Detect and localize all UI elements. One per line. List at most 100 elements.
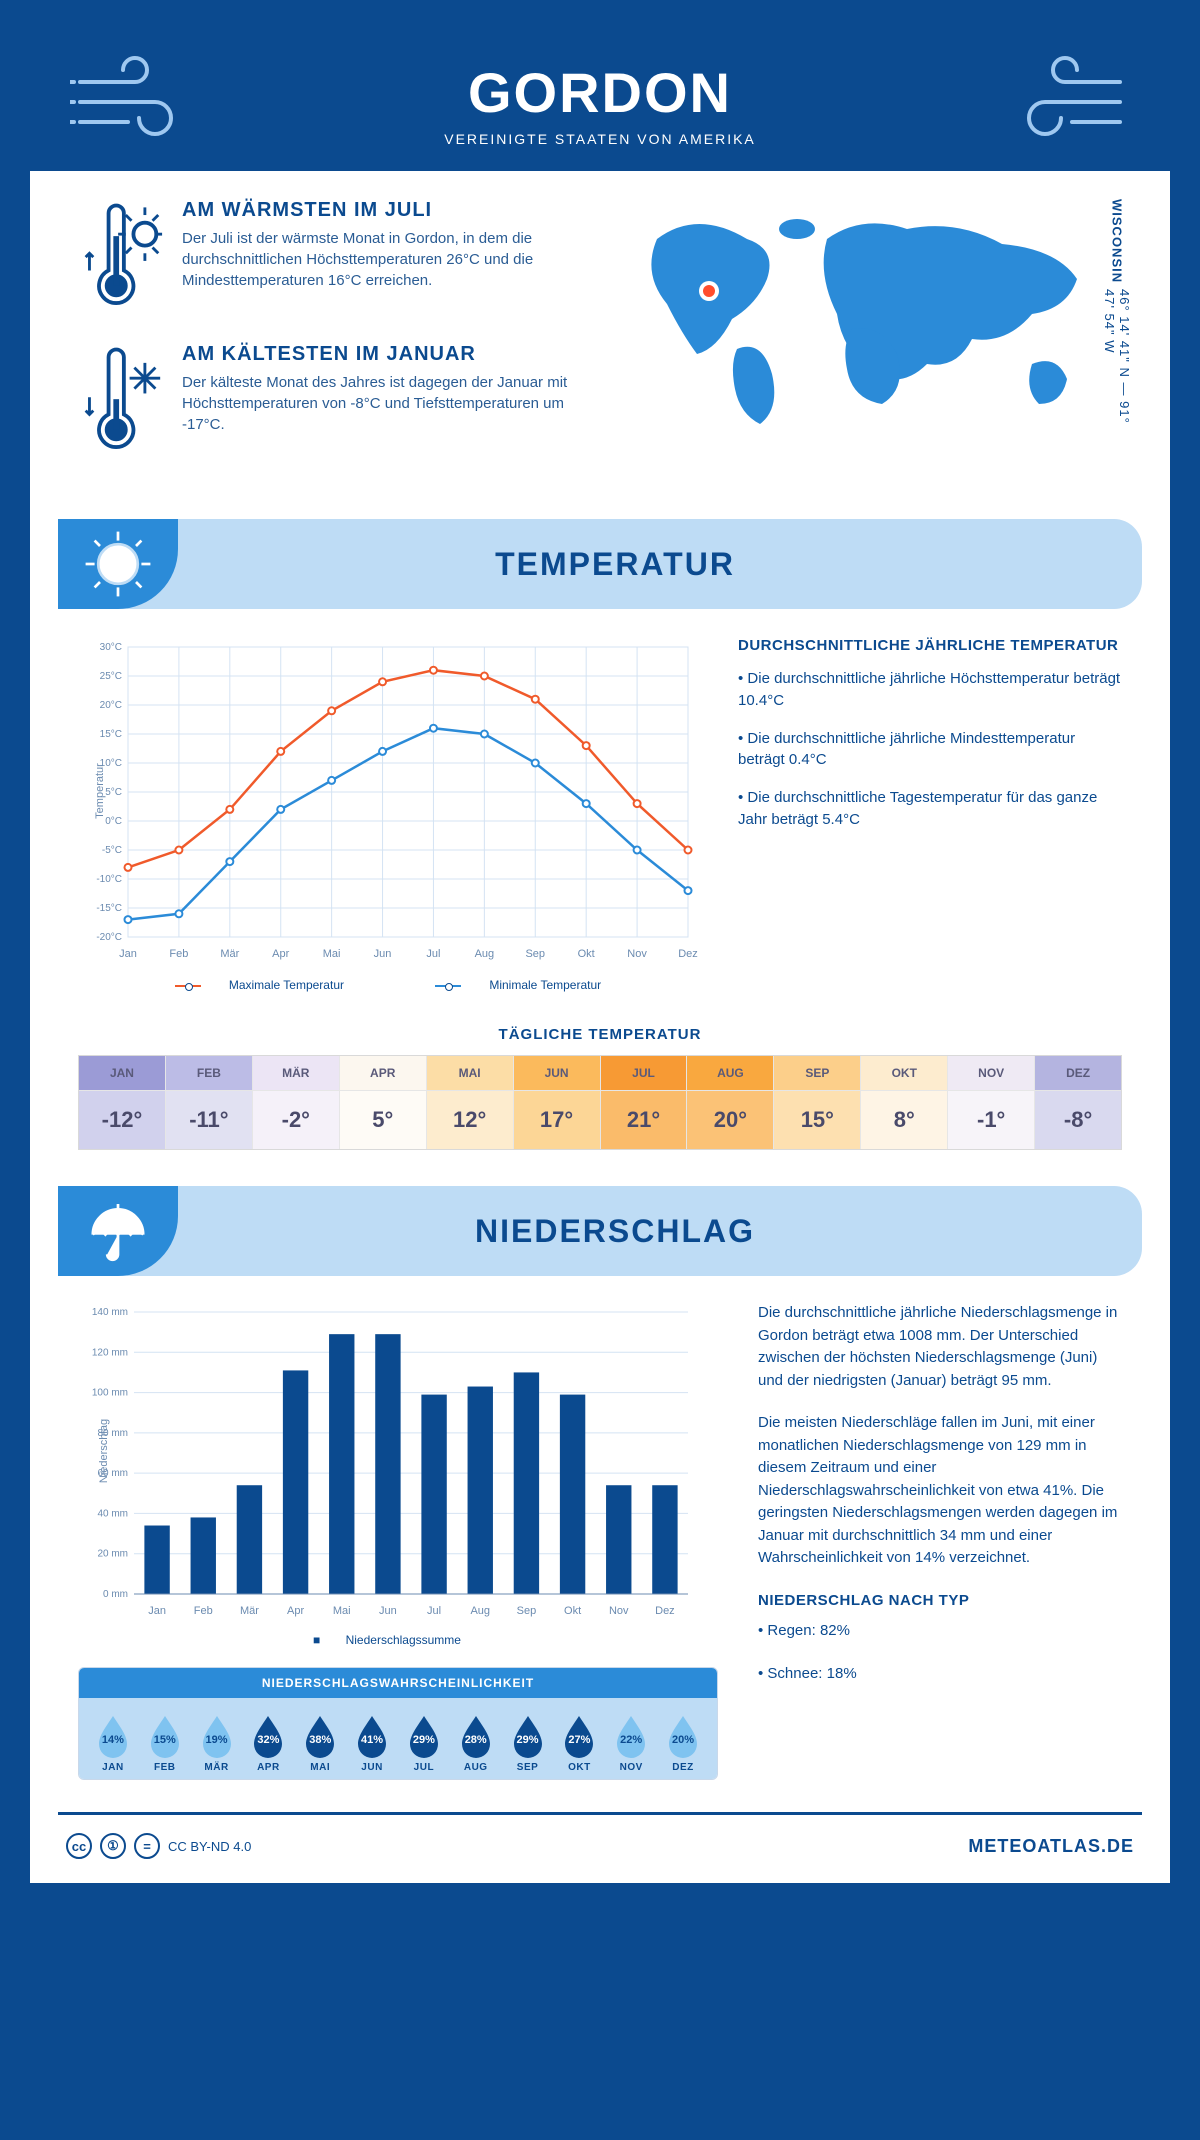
svg-text:Apr: Apr (272, 948, 289, 960)
svg-text:Aug: Aug (475, 948, 495, 960)
daily-cell: AUG 20° (687, 1056, 774, 1149)
svg-text:Jun: Jun (374, 948, 392, 960)
fact-coldest: AM KÄLTESTEN IM JANUAR Der kälteste Mona… (78, 343, 588, 463)
wind-icon (70, 52, 190, 142)
svg-text:0°C: 0°C (105, 816, 122, 827)
prob-cell: 27% OKT (553, 1714, 605, 1773)
daily-cell: MAI 12° (427, 1056, 514, 1149)
nd-icon: = (134, 1833, 160, 1859)
precip-note-1: Die durchschnittliche jährliche Niedersc… (758, 1302, 1122, 1392)
precip-note-2: Die meisten Niederschläge fallen im Juni… (758, 1412, 1122, 1570)
coordinates: WISCONSIN 46° 14' 41" N — 91° 47' 54" W (1102, 199, 1132, 429)
prob-cell: 29% JUL (398, 1714, 450, 1773)
svg-text:Mai: Mai (333, 1605, 351, 1617)
temperature-notes: DURCHSCHNITTLICHE JÄHRLICHE TEMPERATUR •… (738, 637, 1122, 992)
svg-text:Mär: Mär (220, 948, 239, 960)
coords-value: 46° 14' 41" N — 91° 47' 54" W (1102, 289, 1132, 429)
prob-cell: 32% APR (242, 1714, 294, 1773)
daily-cell: JUN 17° (514, 1056, 601, 1149)
prob-cell: 19% MÄR (191, 1714, 243, 1773)
precip-type-1: • Regen: 82% (758, 1620, 1122, 1643)
svg-text:Okt: Okt (578, 948, 595, 960)
bar-chart-svg: 0 mm20 mm40 mm60 mm80 mm100 mm120 mm140 … (78, 1302, 698, 1622)
fact-warm-text: Der Juli ist der wärmste Monat in Gordon… (182, 228, 588, 291)
temp-note-2: • Die durchschnittliche jährliche Mindes… (738, 728, 1122, 772)
daily-cell: MÄR -2° (253, 1056, 340, 1149)
daily-cell: FEB -11° (166, 1056, 253, 1149)
precipitation-chart: Niederschlag 0 mm20 mm40 mm60 mm80 mm100… (78, 1302, 718, 1647)
fact-warm-title: AM WÄRMSTEN IM JULI (182, 199, 588, 222)
svg-text:-15°C: -15°C (96, 903, 122, 914)
temperature-chart: Temperatur -20°C-15°C-10°C-5°C0°C5°C10°C… (78, 637, 698, 992)
license: cc ① = CC BY-ND 4.0 (66, 1833, 251, 1859)
precipitation-banner: NIEDERSCHLAG (58, 1186, 1142, 1276)
svg-text:Jul: Jul (427, 1605, 441, 1617)
page-subtitle: VEREINIGTE STAATEN VON AMERIKA (30, 131, 1170, 147)
prob-cell: 29% SEP (502, 1714, 554, 1773)
svg-text:Aug: Aug (470, 1605, 490, 1617)
precipitation-section: Niederschlag 0 mm20 mm40 mm60 mm80 mm100… (30, 1296, 1170, 1804)
daily-cell: DEZ -8° (1035, 1056, 1121, 1149)
svg-text:Mär: Mär (240, 1605, 259, 1617)
brand: METEOATLAS.DE (968, 1836, 1134, 1857)
line-chart-svg: -20°C-15°C-10°C-5°C0°C5°C10°C15°C20°C25°… (78, 637, 698, 967)
section-title-temperature: TEMPERATUR (88, 546, 1142, 583)
precipitation-probability: NIEDERSCHLAGSWAHRSCHEINLICHKEIT 14% JAN … (78, 1667, 718, 1780)
fact-warmest: AM WÄRMSTEN IM JULI Der Juli ist der wär… (78, 199, 588, 319)
daily-temperature-table: JAN -12° FEB -11° MÄR -2° APR 5° MAI 12°… (78, 1055, 1122, 1150)
page: GORDON VEREINIGTE STAATEN VON AMERIKA AM… (30, 30, 1170, 1883)
svg-text:5°C: 5°C (105, 787, 122, 798)
climate-facts: AM WÄRMSTEN IM JULI Der Juli ist der wär… (78, 199, 588, 487)
precip-type-2: • Schnee: 18% (758, 1663, 1122, 1686)
daily-cell: SEP 15° (774, 1056, 861, 1149)
svg-text:Sep: Sep (525, 948, 545, 960)
page-title: GORDON (30, 60, 1170, 125)
world-map: WISCONSIN 46° 14' 41" N — 91° 47' 54" W (612, 199, 1122, 487)
thermometer-hot-icon (78, 199, 164, 319)
line-chart-legend: Maximale Temperatur Minimale Temperatur (78, 978, 698, 992)
daily-cell: JAN -12° (79, 1056, 166, 1149)
svg-text:Sep: Sep (517, 1605, 537, 1617)
temperature-banner: TEMPERATUR (58, 519, 1142, 609)
svg-text:Nov: Nov (609, 1605, 629, 1617)
svg-text:-10°C: -10°C (96, 874, 122, 885)
svg-text:20 mm: 20 mm (97, 1549, 128, 1560)
daily-cell: NOV -1° (948, 1056, 1035, 1149)
fact-cold-title: AM KÄLTESTEN IM JANUAR (182, 343, 588, 366)
svg-text:Mai: Mai (323, 948, 341, 960)
y-axis-label: Niederschlag (98, 1418, 110, 1482)
temperature-section: Temperatur -20°C-15°C-10°C-5°C0°C5°C10°C… (30, 629, 1170, 1020)
temp-notes-heading: DURCHSCHNITTLICHE JÄHRLICHE TEMPERATUR (738, 637, 1122, 654)
svg-text:Okt: Okt (564, 1605, 581, 1617)
section-title-precipitation: NIEDERSCHLAG (88, 1213, 1142, 1250)
prob-cell: 28% AUG (450, 1714, 502, 1773)
svg-text:Jan: Jan (148, 1605, 166, 1617)
by-icon: ① (100, 1833, 126, 1859)
license-text: CC BY-ND 4.0 (168, 1839, 251, 1854)
svg-text:140 mm: 140 mm (92, 1307, 128, 1318)
wind-icon (1010, 52, 1130, 142)
cc-icon: cc (66, 1833, 92, 1859)
svg-text:40 mm: 40 mm (97, 1508, 128, 1519)
svg-text:0 mm: 0 mm (103, 1589, 128, 1600)
svg-text:Dez: Dez (655, 1605, 675, 1617)
svg-text:Dez: Dez (678, 948, 698, 960)
intro-row: AM WÄRMSTEN IM JULI Der Juli ist der wär… (30, 171, 1170, 505)
daily-cell: OKT 8° (861, 1056, 948, 1149)
svg-text:-20°C: -20°C (96, 932, 122, 943)
bar-chart-legend: ■ Niederschlagssumme (78, 1633, 718, 1647)
y-axis-label: Temperatur (94, 763, 106, 819)
temp-note-1: • Die durchschnittliche jährliche Höchst… (738, 668, 1122, 712)
svg-text:-5°C: -5°C (102, 845, 122, 856)
prob-cell: 14% JAN (87, 1714, 139, 1773)
svg-text:15°C: 15°C (100, 729, 122, 740)
svg-text:Jan: Jan (119, 948, 137, 960)
world-map-svg (612, 199, 1122, 429)
svg-text:120 mm: 120 mm (92, 1347, 128, 1358)
header: GORDON VEREINIGTE STAATEN VON AMERIKA (30, 30, 1170, 171)
prob-cell: 38% MAI (294, 1714, 346, 1773)
svg-text:Apr: Apr (287, 1605, 304, 1617)
prob-title: NIEDERSCHLAGSWAHRSCHEINLICHKEIT (79, 1668, 717, 1698)
daily-cell: JUL 21° (601, 1056, 688, 1149)
svg-text:Nov: Nov (627, 948, 647, 960)
